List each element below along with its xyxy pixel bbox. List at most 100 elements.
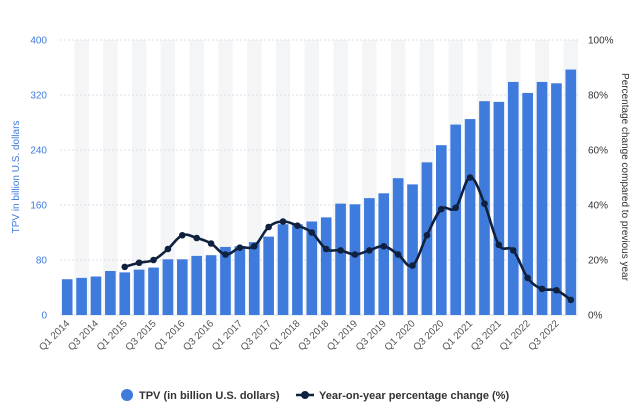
bar [292,224,303,315]
bar [364,198,375,315]
x-tick-label: Q3 2022 [527,318,562,353]
yoy-point [222,251,229,258]
bar [479,101,490,315]
bar [205,255,217,315]
yoy-line [121,174,575,304]
y-left-tick-label: 320 [30,91,47,102]
y-axis-right-labels: 0% 20% 40% 60% 80% 100% [588,36,614,322]
yoy-point [279,218,287,225]
bar [234,246,246,315]
yoy-point [481,200,488,207]
bar [277,224,289,315]
band [131,40,147,315]
legend-label-tpv: TPV (in billion U.S. dollars) [139,390,280,402]
yoy-point [179,231,186,239]
yoy-point [495,241,503,249]
y-right-tick-label: 20% [588,256,608,267]
bar [536,81,548,315]
y-right-tick-label: 80% [588,91,608,102]
yoy-point [366,247,373,254]
bar [407,184,418,315]
tpv-bars [61,69,577,315]
bar [421,162,433,315]
bar [220,246,231,315]
bar [263,236,274,315]
bar [435,145,447,315]
bar [248,242,260,315]
yoy-point [438,205,445,213]
yoy-point [466,174,474,181]
yoy-point [337,247,344,254]
bar [320,217,332,315]
gridlines [60,39,578,316]
bar [392,178,404,315]
bar [306,221,318,315]
yoy-point [193,234,200,242]
yoy-point [164,245,172,253]
yoy-point [553,286,560,294]
y-left-tick-label: 240 [30,146,47,157]
y-right-tick-label: 40% [588,201,608,212]
bar [349,204,361,315]
legend-item-tpv[interactable]: TPV (in billion U.S. dollars) [121,389,280,402]
yoy-point [150,256,157,264]
y-right-tick-label: 100% [588,36,614,47]
yoy-point [308,229,316,236]
bar [191,255,203,315]
y-axis-right-title: Percentage change compared to previous y… [619,73,630,282]
bar [522,92,533,315]
yoy-point [294,222,301,229]
band [103,40,118,315]
bar [464,119,476,315]
y-axis-left-labels: 0 80 160 240 320 400 [30,36,47,322]
yoy-point [524,274,531,282]
bar [61,279,73,315]
bar [378,193,390,315]
bar [493,101,505,315]
yoy-point [265,223,272,231]
bar [507,81,519,315]
y-left-tick-label: 160 [30,201,47,212]
y-right-tick-label: 60% [588,146,608,157]
y-right-tick-label: 0% [588,311,603,322]
yoy-point [452,204,459,212]
legend-item-yoy[interactable]: Year-on-year percentage change (%) [296,390,509,402]
bar [162,259,174,315]
y-left-tick-label: 0 [41,311,47,322]
yoy-point [423,231,431,239]
legend-marker-dot [301,391,309,399]
bar [335,203,346,315]
yoy-point [135,259,143,267]
yoy-point [207,240,215,247]
bar [119,272,131,315]
yoy-point [567,296,575,304]
bar [148,267,159,315]
bar [551,83,562,315]
yoy-point [409,262,416,269]
bar [105,271,116,315]
bar [176,259,188,315]
yoy-point [509,247,517,254]
bar [90,276,102,315]
y-left-tick-label: 80 [36,256,48,267]
y-axis-left-title: TPV in billion U.S. dollars [11,121,22,234]
legend: TPV (in billion U.S. dollars) Year-on-ye… [121,389,509,402]
yoy-point [322,245,330,253]
band [218,40,233,315]
yoy-point [121,263,129,271]
yoy-point [351,251,359,258]
yoy-point [236,244,244,251]
yoy-point [538,285,546,293]
bar [565,69,577,315]
bar [450,124,462,315]
band [74,40,89,315]
bar [76,277,87,315]
band [189,40,204,315]
legend-marker-tpv [121,389,133,401]
yoy-point [250,242,258,250]
legend-label-yoy: Year-on-year percentage change (%) [319,390,509,402]
y-left-tick-label: 400 [30,36,47,47]
yoy-point [380,242,388,250]
